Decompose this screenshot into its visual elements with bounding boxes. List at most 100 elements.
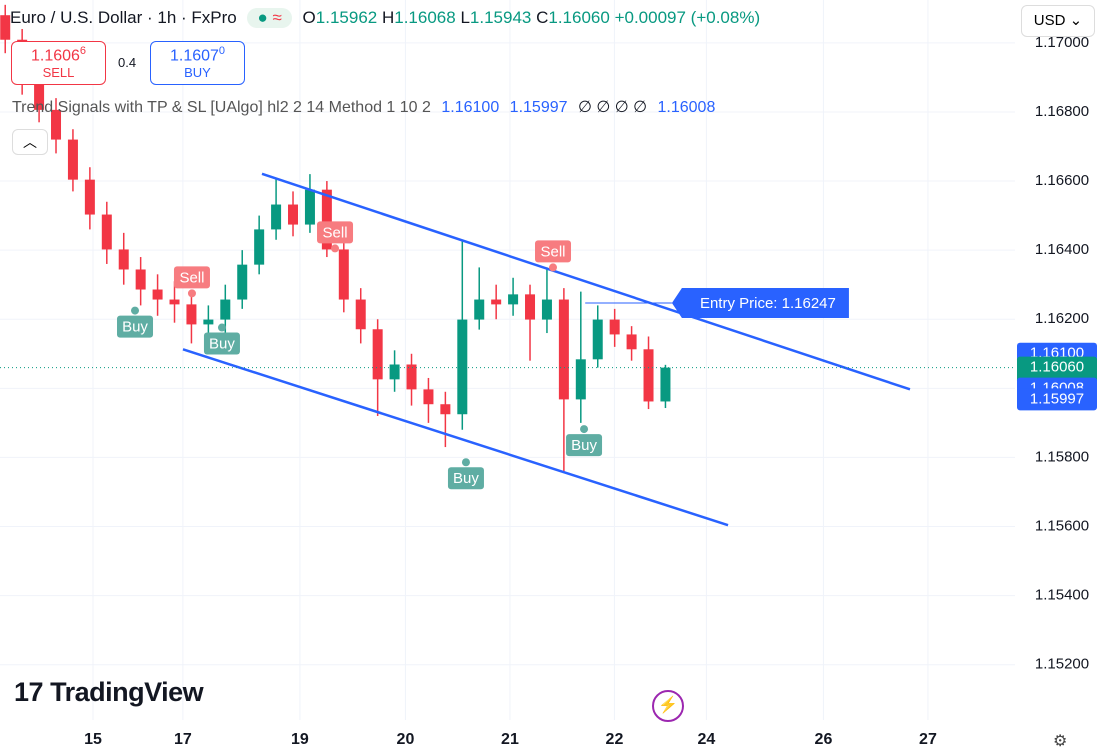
candle-body: [575, 359, 586, 400]
candle-body: [338, 249, 349, 300]
y-tick-label: 1.15200: [1035, 656, 1089, 673]
logo-text: TradingView: [50, 677, 204, 707]
candle-body: [423, 389, 434, 405]
x-tick-label: 26: [815, 731, 833, 748]
candle-body: [440, 404, 451, 415]
y-tick-label: 1.16400: [1035, 241, 1089, 258]
ohlc-label: H: [381, 8, 395, 27]
candle-body: [389, 364, 400, 380]
signal-box: [117, 315, 154, 338]
y-tick-label: 1.15400: [1035, 587, 1089, 604]
buy-price: 1.1607: [169, 47, 219, 65]
ohlc-value: 1.16068: [394, 8, 456, 27]
signal-box: [317, 221, 354, 244]
x-tick-label: 24: [698, 731, 716, 748]
status-badge[interactable]: ● ≈: [247, 8, 292, 28]
x-tick-label: 20: [397, 731, 415, 748]
sell-label: SELL: [42, 65, 75, 81]
indicator-value: 1.16008: [657, 99, 716, 116]
trend-line: [182, 348, 729, 527]
candle-body: [609, 319, 620, 335]
symbol-title[interactable]: Euro / U.S. Dollar · 1h · FxPro: [10, 8, 237, 27]
candle-body: [643, 349, 654, 402]
signal-label: Sell: [541, 243, 566, 260]
indicator-name[interactable]: Trend Signals with TP & SL [UAlgo] hl2 2…: [12, 99, 431, 116]
change: +0.00097 (+0.08%): [614, 8, 761, 27]
indicator-value: 1.16100: [441, 99, 500, 116]
candle-body: [118, 249, 129, 270]
x-tick-label: 27: [919, 731, 937, 748]
buy-button[interactable]: 1.16070 BUY: [150, 41, 245, 85]
candle-body: [254, 229, 265, 265]
y-tick-label: 1.15600: [1035, 517, 1089, 534]
candle-body: [101, 214, 112, 250]
signal-box: [566, 434, 603, 457]
candle-body: [592, 319, 603, 360]
y-tick-label: 1.16800: [1035, 103, 1089, 120]
candle-body: [558, 299, 569, 400]
signal-dot: [549, 263, 558, 272]
candle-body: [220, 299, 231, 320]
price-tag-label: 1.15997: [1030, 390, 1084, 407]
signal-label: Buy: [571, 437, 597, 454]
candle-body: [271, 204, 282, 230]
indicator-empty: ∅ ∅ ∅ ∅: [577, 99, 648, 116]
sell-button[interactable]: 1.16066 SELL: [11, 41, 106, 85]
candle-body: [288, 204, 299, 225]
candle-body: [508, 294, 519, 305]
ohlc-value: 1.16060: [548, 8, 610, 27]
candle-body: [541, 299, 552, 320]
candle-body: [406, 364, 417, 390]
header: Euro / U.S. Dollar · 1h · FxPro ● ≈ O1.1…: [10, 8, 760, 28]
signal-label: Buy: [453, 470, 479, 487]
y-tick-label: 1.16600: [1035, 172, 1089, 189]
signal-box: [203, 332, 240, 355]
ohlc-label: L: [460, 8, 470, 27]
currency-select[interactable]: USD ⌄: [1021, 5, 1095, 37]
signal-box: [173, 266, 210, 289]
candle-body: [304, 189, 315, 225]
candle-body: [0, 15, 11, 40]
candle-body: [237, 264, 248, 300]
candle-body: [135, 269, 146, 290]
signal-label: Sell: [323, 224, 348, 241]
collapse-button[interactable]: ︿: [12, 129, 48, 155]
y-tick-label: 1.17000: [1035, 34, 1089, 51]
candle-body: [626, 334, 637, 350]
candle-body: [34, 79, 45, 110]
candle-body: [372, 329, 383, 380]
flash-icon[interactable]: ⚡: [652, 690, 684, 722]
signal-dot: [217, 323, 226, 332]
x-tick-label: 17: [174, 731, 192, 748]
signal-dot: [461, 458, 470, 467]
buy-label: BUY: [184, 65, 211, 81]
ohlc-value: 1.15943: [469, 8, 532, 27]
signal-label: Buy: [209, 335, 235, 352]
x-tick-label: 19: [291, 731, 309, 748]
sell-pip: 6: [79, 45, 87, 57]
sell-price: 1.1606: [30, 47, 80, 65]
settings-icon[interactable]: ⚙: [1053, 733, 1068, 750]
spread: 0.4: [118, 55, 137, 70]
currency: USD: [1033, 12, 1066, 29]
y-tick-label: 1.15800: [1035, 448, 1089, 465]
signal-box: [535, 240, 572, 263]
signal-label: Buy: [122, 319, 148, 336]
candle-body: [169, 299, 180, 305]
indicator-value: 1.15997: [509, 99, 568, 116]
candle-body: [355, 299, 366, 330]
candle-body: [491, 299, 502, 305]
candle-body: [660, 367, 671, 402]
candle-body: [186, 304, 197, 325]
entry-tag: [671, 287, 849, 318]
candle-body: [152, 289, 163, 300]
candle-body: [84, 179, 95, 215]
candle-body: [457, 319, 468, 415]
signal-label: Sell: [179, 269, 204, 286]
signal-dot: [580, 425, 589, 434]
x-tick-label: 21: [501, 731, 519, 748]
signal-dot: [331, 244, 340, 253]
candle-body: [474, 299, 485, 320]
